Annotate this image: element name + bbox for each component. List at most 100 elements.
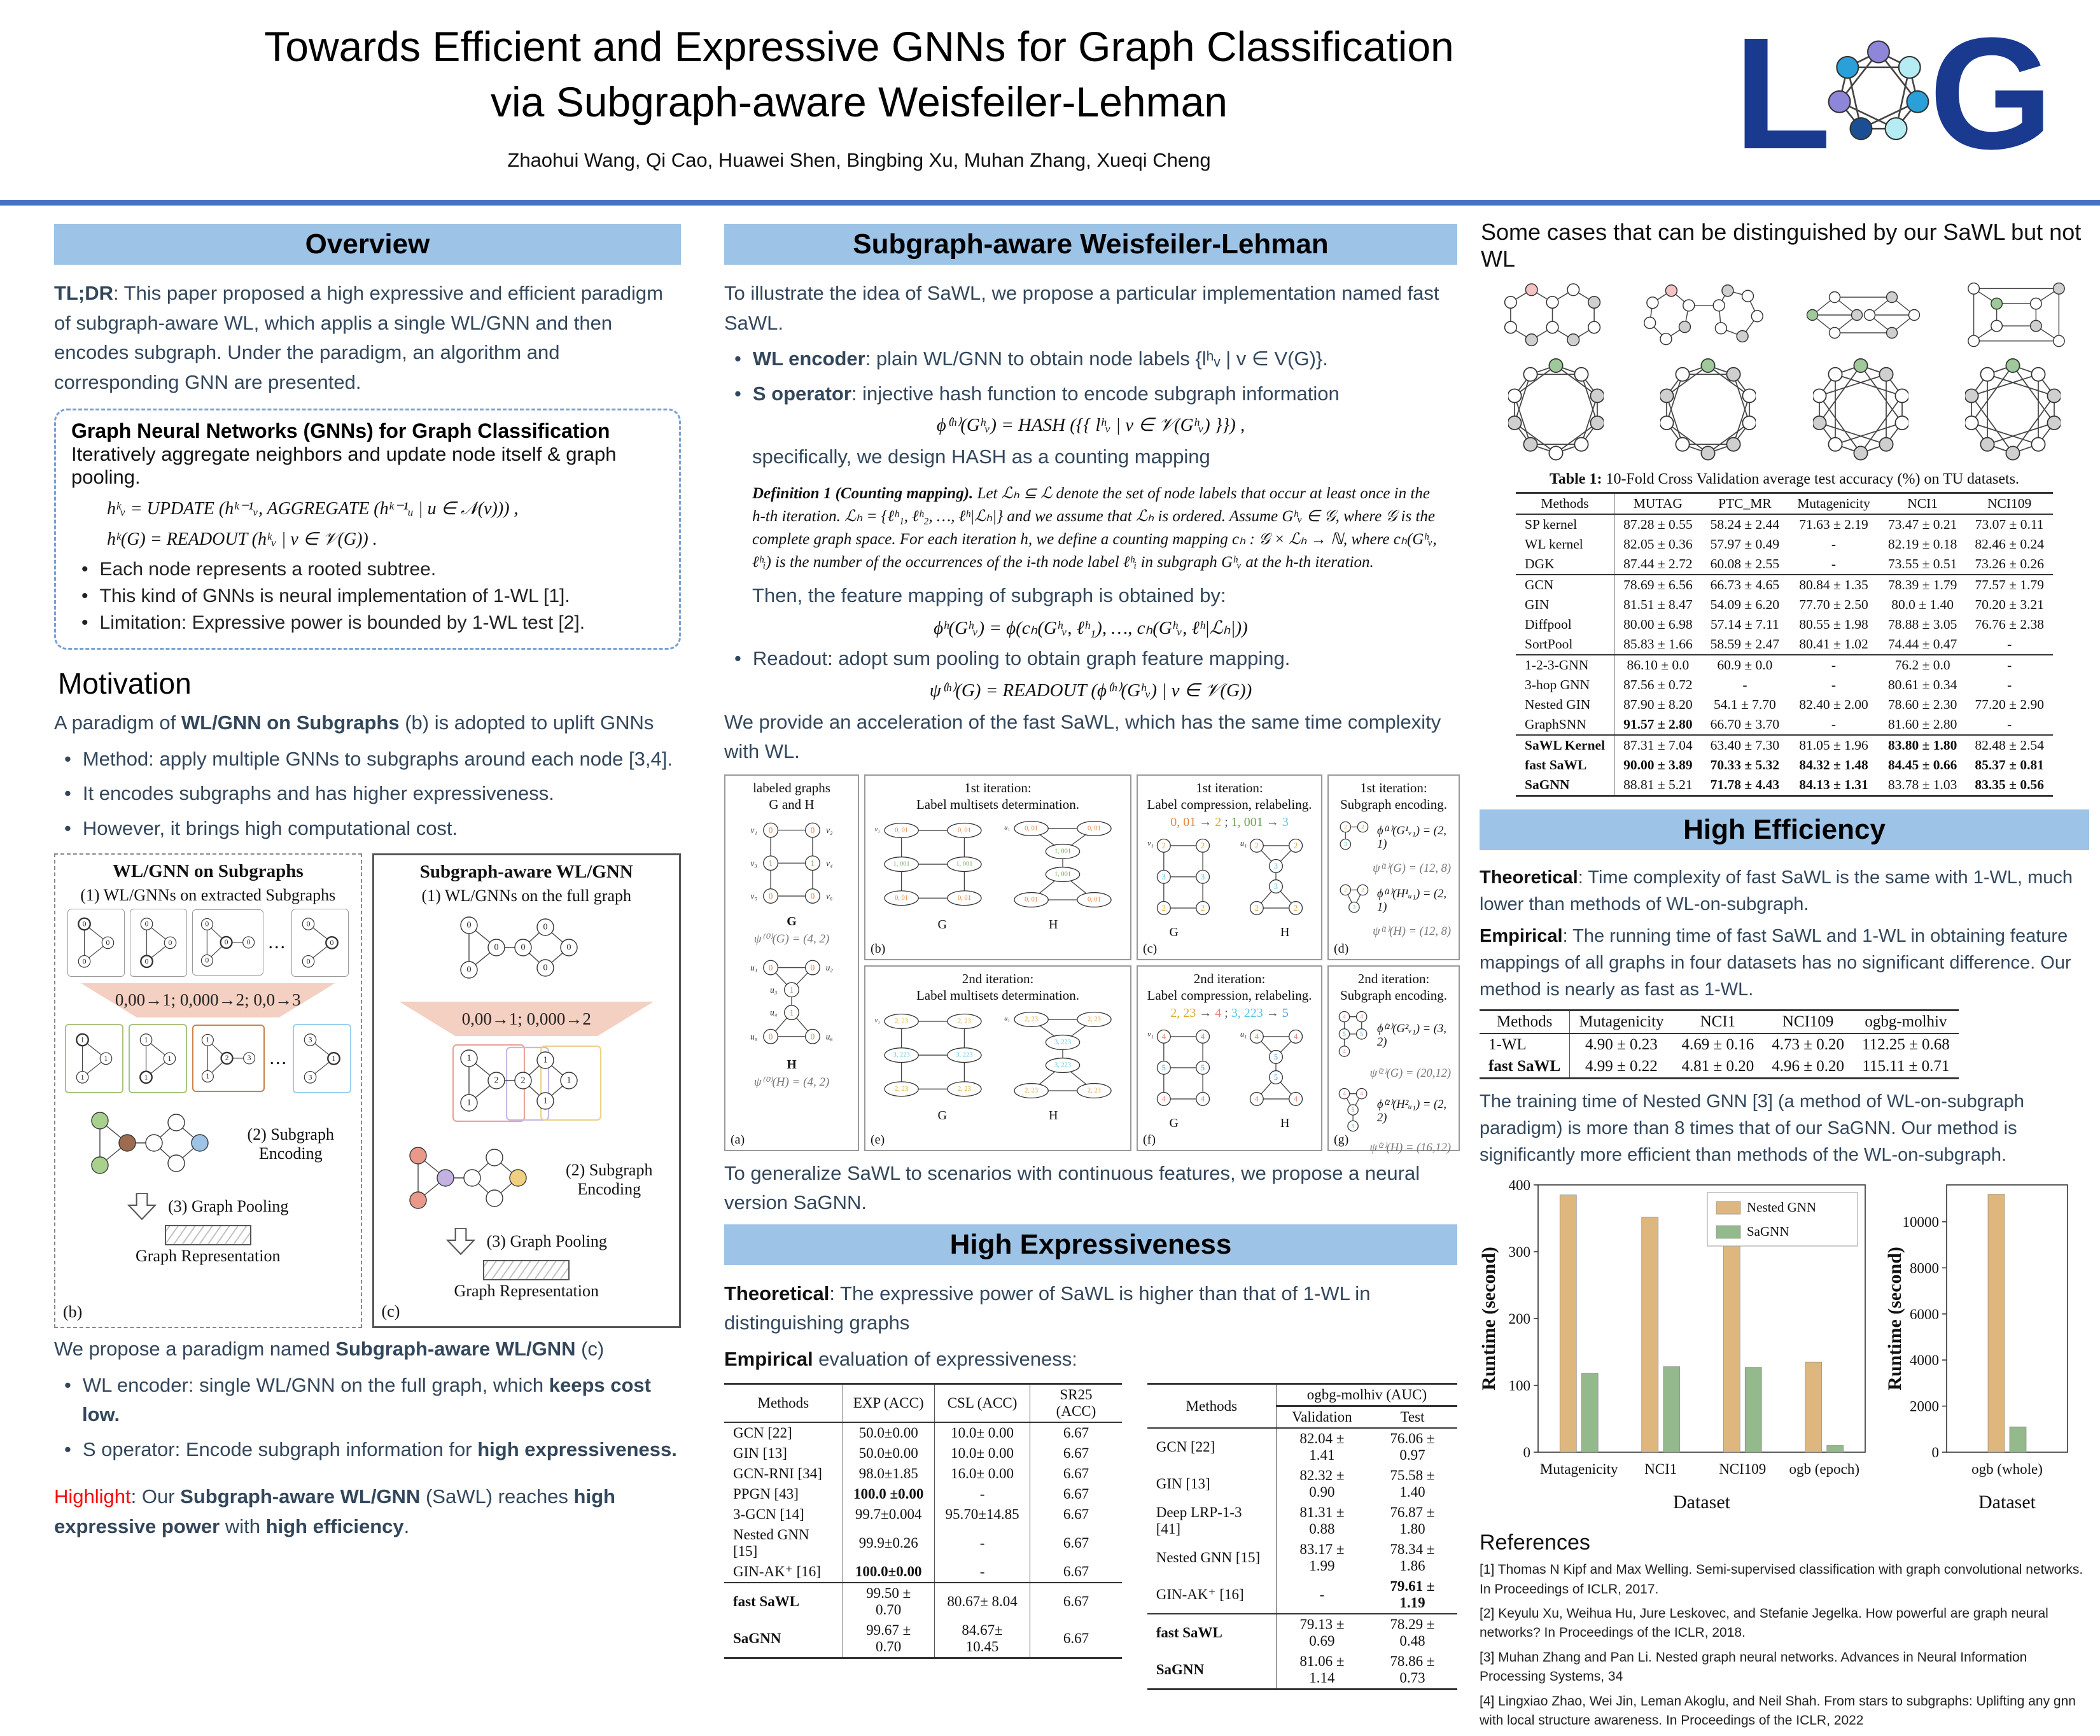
graph-node (1507, 388, 1522, 403)
value-cell: 87.90 ± 8.20 (1614, 694, 1702, 715)
text-span: Empirical (1480, 925, 1563, 946)
graph-node-name: v₁ (1147, 839, 1154, 848)
text-span: ; (1221, 815, 1231, 829)
he-theoretical: Theoretical: The expressive power of SaW… (724, 1279, 1457, 1338)
graph-node (1980, 437, 1995, 452)
graph-svg: 0 0 0 (77, 917, 114, 968)
value-cell: 50.0±0.00 (842, 1422, 935, 1443)
graph-node (1828, 291, 1841, 303)
graph-node-label: 2 (1361, 887, 1364, 893)
graph-node-label: 1 (144, 1035, 148, 1044)
graph-node (884, 1013, 919, 1029)
graph-node (437, 1169, 454, 1187)
panel-c2-graphs: 2 v₁ 2 3 3 2 2 2 u₁ 2 3 3 2 2 (1140, 834, 1319, 924)
graph-edge (1819, 395, 1861, 454)
graph-node (1289, 900, 1303, 915)
value-cell: 99.50 ± 0.70 (842, 1583, 935, 1620)
method-cell: SaWL Kernel (1525, 737, 1606, 753)
graph-node-label: 0 (307, 920, 311, 928)
value-cell: 82.04 ± 1.41 (1275, 1428, 1368, 1466)
panel-b-step1: (1) WL/GNNs on extracted Subgraphs (80, 886, 336, 904)
legend-swatch (1716, 1225, 1741, 1239)
specifically-line: specifically, we design HASH as a counti… (752, 445, 1210, 468)
graph-node (409, 1191, 427, 1209)
y-tick-label: 300 (1509, 1244, 1531, 1260)
graph-node-name: v₄ (826, 858, 833, 868)
down-arrow-icon (445, 1228, 475, 1255)
graph-node (804, 960, 820, 976)
graph-node (91, 1111, 109, 1130)
graph-node (1884, 116, 1908, 140)
graph-node (1355, 1011, 1368, 1023)
table-row: WL kernel 82.05 ± 0.36 57.97 ± 0.49 - 82.19 … (1516, 534, 2053, 554)
graph-node (1340, 884, 1352, 896)
graph-node-name: v₁ (1147, 1030, 1154, 1039)
graph-node (536, 1092, 554, 1110)
method-cell: SaGNN (733, 1630, 781, 1646)
method-cell: GIN [13] (733, 1445, 787, 1461)
poster-title-line2: via Subgraph-aware Weisfeiler-Lehman (490, 78, 1228, 126)
subgraph-box-blue: 3 3 1 (293, 1023, 351, 1093)
panel-b2-graphs: 0, 01 v₁ 0, 01 1, 001 1, 001 0, 01 0, 01 0, 01… (868, 815, 1128, 916)
bar-chart: 0 2000 4000 6000 8000 10000 ogb (whole) Runtime… (1884, 1184, 2068, 1513)
graph-node (1898, 55, 1921, 79)
graph-edge (1666, 395, 1684, 445)
value-cell: 80.61 ± 0.34 (1887, 676, 1957, 692)
panel-c-mapping: 0,00→1; 0,000→2 (461, 1009, 591, 1028)
graph-edge (1971, 365, 2013, 424)
value-cell: - (2007, 716, 2012, 732)
panel-b-subgraph-row: 0 0 0 0 0 0 0 0 0 0 ... 0 0 0 (60, 909, 356, 977)
graph-node-label: 1 (769, 858, 773, 868)
panel-g-row1: 4 4 5 5 4 ϕ⁽²⁾(G²ᵥ₁) = (3, 2) (1335, 1009, 1456, 1063)
references-heading: References (1480, 1530, 1590, 1555)
graph-node (947, 1047, 982, 1063)
table-row: Deep LRP-1-3 [41] 81.31 ± 0.88 76.87 ± 1.8… (1147, 1502, 1457, 1539)
value-cell: 78.86 ± 0.73 (1390, 1653, 1435, 1686)
data-table: Methods ogbg-molhiv (AUC) Validation Test GC… (1147, 1383, 1457, 1690)
graph-node (1908, 309, 1921, 321)
graph-svg: 2, 23 u₁ 2, 23 3, 223 3, 223 2, 23 2, 23 (1004, 1011, 1112, 1099)
graph-node (2031, 437, 2046, 452)
panel-g-title: 2nd iteration: Subgraph encoding. (1331, 970, 1456, 1004)
graph-node (75, 1033, 89, 1047)
graph-node (1338, 1028, 1350, 1040)
graph-node-label: 4 (1360, 1090, 1363, 1096)
panel-c2-title-2: Label compression, relabeling. (1147, 796, 1312, 812)
table-row: Diffpool 80.00 ± 6.98 57.14 ± 7.11 80.55 ± … (1516, 614, 2053, 634)
panel-f-tag: (f) (1143, 1132, 1156, 1147)
table-row: fast SaWL 4.99 ± 0.22 4.81 ± 0.20 4.96 ± 0.… (1480, 1055, 1959, 1079)
table-row: GCN [22] 82.04 ± 1.41 76.06 ± 0.97 (1147, 1428, 1457, 1466)
graph-node-label: 0, 01 (1088, 825, 1101, 832)
table-row: SortPool 85.83 ± 1.66 58.59 ± 2.47 80.41 ± … (1516, 634, 2053, 655)
subgraph-box-green: 1 1 1 (128, 1023, 187, 1093)
panel-e-tag: (e) (871, 1132, 885, 1147)
graph-svg: 4 u₁ 4 5 5 4 4 (1240, 1029, 1303, 1106)
graph-edge (1580, 374, 1598, 424)
legend-label: SaGNN (1747, 1224, 1789, 1239)
graph-node-label: 0 (144, 920, 148, 928)
value-cell: 76.87 ± 1.80 (1390, 1504, 1435, 1537)
graph-node-name: u₁ (1004, 824, 1010, 831)
text-span: WL encoder (752, 347, 865, 370)
acceleration-line: We provide an acceleration of the fast S… (724, 710, 1441, 763)
table-row: 1-WL 4.90 ± 0.23 4.69 ± 0.16 4.73 ± 0.20 112… (1480, 1033, 1959, 1056)
graph-node-label: 0 (811, 892, 815, 901)
subgraph-glyph: 2 2 3 (1335, 818, 1372, 858)
x-category-label: NCI1 (1644, 1461, 1677, 1477)
graph-node (804, 888, 820, 904)
subgraph-encoding-label: (2) Subgraph Encoding (566, 1160, 653, 1198)
graph-node (804, 855, 820, 871)
value-cell: 70.33 ± 5.32 (1710, 757, 1780, 773)
table-row: GIN-AK⁺ [16] 100.0±0.00-6.67 (724, 1562, 1122, 1583)
value-cell: 78.34 ± 1.86 (1390, 1541, 1435, 1574)
method-cell: Deep LRP-1-3 [41] (1156, 1504, 1242, 1537)
graph-H-letter: H (787, 1057, 797, 1072)
graph-node-label: 0 (82, 920, 86, 928)
phi1-G: ϕ⁽¹⁾(G¹ᵥ₁) = (2, 1) (1377, 825, 1446, 851)
graph-node-label: 1 (104, 1054, 108, 1063)
panel-g-tag: (g) (1334, 1132, 1349, 1147)
graph-node (99, 1052, 112, 1065)
gnn-bullet-2: This kind of GNNs is neural implementati… (71, 585, 664, 607)
graph-node-label: 1 (567, 1076, 571, 1086)
poster-header: Towards Efficient and Expressive GNNs fo… (191, 19, 1527, 172)
